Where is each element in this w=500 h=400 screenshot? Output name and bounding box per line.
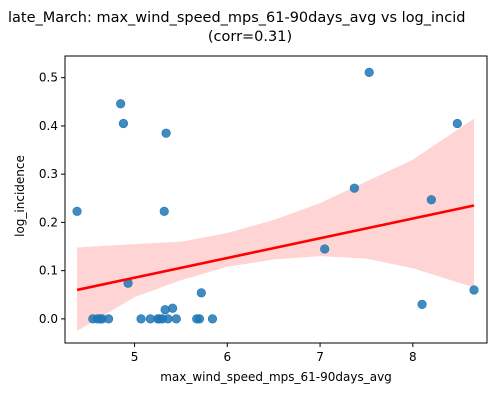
data-point [349,183,359,193]
regression-line [76,204,475,292]
data-point [171,314,181,324]
axes-frame [64,55,488,344]
x-tick-label: 7 [316,350,324,364]
chart-subtitle: (corr=0.31) [207,29,293,45]
y-tick-label: 0.2 [39,215,58,229]
y-tick-label: 0.5 [39,71,58,85]
data-point [426,195,436,205]
data-point [159,206,169,216]
y-tick-label: 0.3 [39,167,58,181]
confidence-band [77,118,475,331]
data-point [161,128,171,138]
data-point [320,244,330,254]
data-point [196,288,206,298]
data-point [118,118,129,129]
data-point [207,314,218,324]
y-axis-label: log_incidence [13,155,27,237]
data-point [417,299,427,310]
x-axis-label: max_wind_speed_mps_61-90days_avg [160,370,392,384]
data-point [194,314,205,324]
data-point [469,285,479,295]
data-point [163,314,173,324]
data-point [364,67,374,77]
data-point [136,314,146,324]
x-tick-label: 5 [131,350,139,364]
data-point [72,206,82,216]
x-tick-label: 8 [409,350,417,364]
y-tick-label: 0.4 [39,119,58,133]
y-tick-label: 0.0 [39,312,58,326]
data-point [116,99,126,109]
x-tick-label: 6 [223,350,231,364]
data-point [160,305,170,315]
chart-title: late_March: max_wind_speed_mps_61-90days… [8,10,466,26]
data-point [167,303,178,313]
data-point [452,118,462,129]
y-tick-label: 0.1 [39,264,58,278]
data-point [103,314,114,324]
